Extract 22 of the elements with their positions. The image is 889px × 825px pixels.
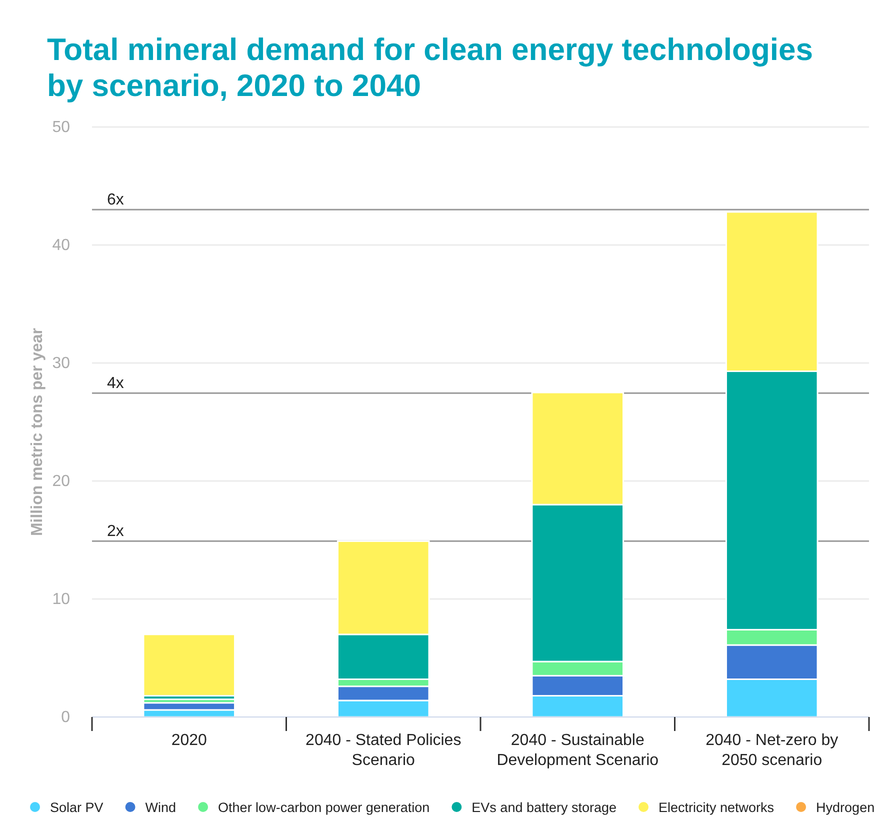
ref-line-label: 6x <box>107 192 124 209</box>
legend-label: Electricity networks <box>658 800 774 815</box>
y-tick-label: 50 <box>52 119 70 136</box>
ref-line-label: 2x <box>107 523 124 540</box>
x-tick-label: 2040 - Net-zero by 2050 scenario <box>706 732 838 769</box>
y-tick-label: 0 <box>61 709 70 726</box>
legend-label: EVs and battery storage <box>472 800 617 815</box>
y-tick-label: 10 <box>52 591 70 608</box>
y-tick-label: 40 <box>52 237 70 254</box>
chart-title: Total mineral demand for clean energy technologies by scenario, 2020 to 2040 <box>47 32 813 103</box>
legend-label: Solar PV <box>50 800 104 815</box>
ref-line-label: 4x <box>107 375 124 392</box>
y-tick-label: 20 <box>52 473 70 490</box>
bar <box>142 634 236 697</box>
legend-label: Wind <box>145 800 176 815</box>
legend-label: Hydrogen <box>816 800 875 815</box>
y-tick-label: 30 <box>52 355 70 372</box>
y-axis-title: Million metric tons per year <box>29 328 46 536</box>
x-tick-label: 2040 - Stated Policies Scenario <box>306 732 462 769</box>
x-tick-label: 2020 <box>171 732 208 749</box>
x-tick-label: 2040 - Sustainable Development Scenario <box>496 732 659 769</box>
legend-label: Other low-carbon power generation <box>218 800 430 815</box>
